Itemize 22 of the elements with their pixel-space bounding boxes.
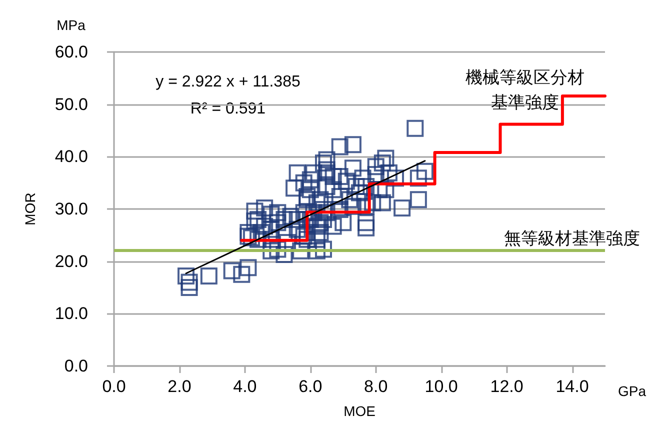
y-tick-label: 0.0 — [64, 356, 88, 376]
ref-line-label: 無等級材基準強度 — [504, 228, 640, 248]
y-tick-label: 40.0 — [54, 147, 88, 166]
y-tick-label: 10.0 — [54, 304, 88, 324]
x-tick-label: 0.0 — [102, 377, 126, 396]
y-tick-label: 30.0 — [54, 200, 88, 218]
text: MPa — [56, 17, 86, 33]
x-tick-label: 14.0 — [556, 377, 589, 396]
x-tick-label: 2.0 — [168, 377, 192, 396]
y-tick-label: 20.0 — [54, 252, 88, 271]
series-label: 機械等級区分材基準強度 — [466, 68, 584, 112]
y-axis-title: MOR — [22, 192, 38, 226]
x-tick-label: 10.0 — [424, 377, 458, 396]
y-tick-label: 50.0 — [54, 94, 88, 114]
x-axis-title: MOE — [344, 403, 376, 419]
text: GPa — [618, 383, 646, 399]
annotation: y = 2.922 x + 11.385 — [156, 74, 300, 90]
x-tick-label: 4.0 — [233, 377, 257, 396]
y-tick-label: 60.0 — [54, 42, 88, 62]
x-tick-label: 12.0 — [490, 377, 524, 396]
x-tick-label: 8.0 — [364, 377, 388, 396]
x-tick-label: 6.0 — [298, 377, 322, 396]
